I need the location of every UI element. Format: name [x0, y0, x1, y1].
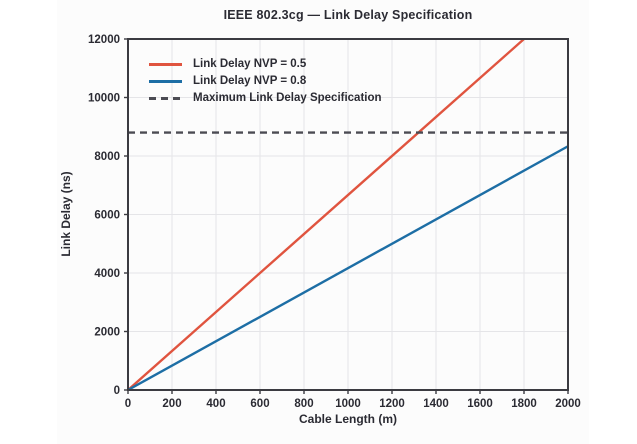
x-axis-label: Cable Length (m) [299, 412, 397, 426]
x-tick-label: 400 [206, 398, 225, 410]
x-tick-label: 0 [125, 398, 131, 410]
legend-item-nvp-0-8: Link Delay NVP = 0.8 [149, 73, 382, 90]
legend-label: Link Delay NVP = 0.8 [193, 75, 307, 87]
legend-line-sample-red [149, 63, 182, 66]
x-tick-label: 1800 [511, 398, 537, 410]
y-tick-label: 0 [114, 385, 120, 397]
legend-line-sample-dashed [149, 97, 182, 100]
legend-item-max-spec: Maximum Link Delay Specification [149, 90, 382, 107]
legend-label: Maximum Link Delay Specification [193, 92, 382, 104]
y-tick-label: 2000 [94, 327, 120, 339]
x-tick-label: 1400 [423, 398, 449, 410]
plot-border [127, 38, 569, 391]
y-axis-label: Link Delay (ns) [59, 171, 73, 257]
legend-label: Link Delay NVP = 0.5 [193, 58, 307, 70]
x-tick-label: 1000 [335, 398, 361, 410]
x-tick-label: 2000 [555, 398, 581, 410]
x-tick-label: 1600 [467, 398, 493, 410]
series-line-link-delay-nvp-0-5 [127, 38, 525, 391]
x-tick-label: 800 [294, 398, 313, 410]
x-tick-label: 1200 [379, 398, 405, 410]
y-tick-label: 6000 [94, 210, 120, 222]
legend-line-sample-blue [149, 80, 182, 83]
legend-item-nvp-0-5: Link Delay NVP = 0.5 [149, 56, 382, 73]
chart-title: IEEE 802.3cg — Link Delay Specification [223, 8, 473, 22]
legend: Link Delay NVP = 0.5 Link Delay NVP = 0.… [149, 56, 382, 107]
y-tick-label: 10000 [88, 93, 120, 105]
x-tick-label: 600 [250, 398, 269, 410]
chart-figure [57, 0, 589, 444]
y-tick-label: 12000 [88, 34, 120, 46]
y-tick-label: 4000 [94, 268, 120, 280]
series-line-link-delay-nvp-0-8 [127, 145, 569, 392]
x-tick-label: 200 [162, 398, 181, 410]
y-tick-label: 8000 [94, 151, 120, 163]
